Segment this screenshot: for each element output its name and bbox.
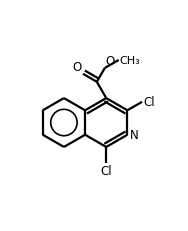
- Text: Cl: Cl: [143, 96, 155, 109]
- Text: O: O: [73, 61, 82, 74]
- Text: O: O: [106, 55, 115, 68]
- Text: Cl: Cl: [100, 164, 112, 177]
- Text: N: N: [130, 129, 138, 142]
- Text: CH₃: CH₃: [120, 56, 140, 66]
